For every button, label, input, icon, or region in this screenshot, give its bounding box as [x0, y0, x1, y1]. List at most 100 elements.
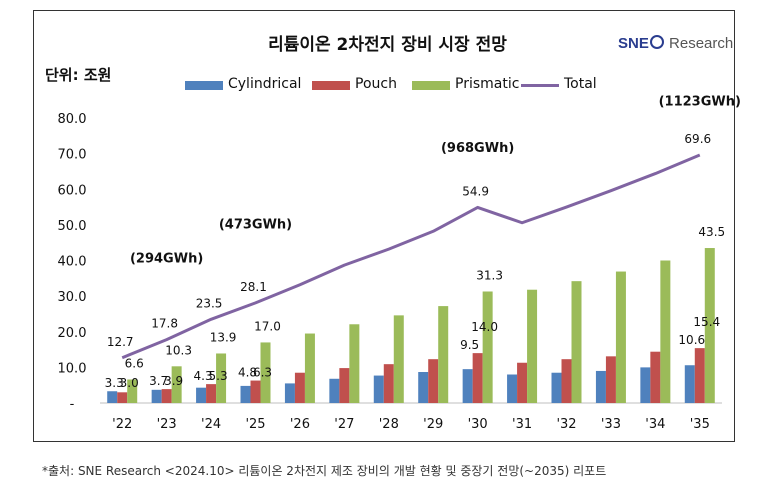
bar-cylindrical: [240, 385, 251, 403]
bar-prismatic: [393, 315, 404, 403]
legend-swatch-pouch: [312, 81, 350, 90]
data-label-total: 69.6: [684, 132, 711, 146]
y-tick-label: 60.0: [58, 183, 87, 198]
bar-cylindrical: [196, 387, 207, 403]
data-label-pouch: 14.0: [471, 320, 498, 334]
sne-research-logo: SNE Research: [618, 35, 733, 52]
logo-ring-icon: [649, 35, 664, 49]
bar-pouch: [161, 389, 172, 403]
bar-cylindrical: [507, 374, 518, 403]
bar-cylindrical: [684, 365, 695, 403]
y-tick-label: 50.0: [58, 219, 87, 234]
legend-label-pouch: Pouch: [355, 76, 397, 92]
data-label-total: 23.5: [196, 296, 223, 310]
bar-cylindrical: [418, 372, 429, 403]
data-label-cylindrical: 3.7: [149, 374, 168, 388]
data-label-cylindrical: 9.5: [460, 338, 479, 352]
y-tick-label: 80.0: [58, 112, 87, 127]
data-label-pouch: 6.3: [253, 366, 272, 380]
data-label-cylindrical: 3.3: [105, 376, 124, 390]
x-tick-label: '30: [468, 417, 488, 432]
bar-cylindrical: [284, 383, 295, 403]
bar-pouch: [339, 368, 350, 403]
bar-pouch: [694, 348, 705, 403]
bar-pouch: [383, 364, 394, 403]
y-tick-label: 30.0: [58, 290, 87, 305]
x-tick-label: '31: [512, 417, 532, 432]
bar-pouch: [472, 353, 483, 403]
bar-cylindrical: [462, 369, 473, 403]
bar-prismatic: [615, 271, 626, 403]
x-tick-label: '23: [157, 417, 177, 432]
data-label-cylindrical: 4.3: [194, 369, 213, 383]
capacity-annotation: (473GWh): [219, 217, 292, 232]
legend-label-prismatic: Prismatic: [455, 76, 520, 92]
bar-cylindrical: [551, 372, 562, 403]
y-tick-label: 20.0: [58, 326, 87, 341]
logo-brand: SNE: [618, 35, 649, 52]
data-label-total: 54.9: [462, 184, 489, 198]
bar-cylindrical: [151, 389, 162, 403]
y-tick-label: 40.0: [58, 255, 87, 270]
data-label-total: 12.7: [107, 335, 134, 349]
x-tick-label: '29: [423, 417, 443, 432]
data-label-pouch: 3.0: [120, 376, 139, 390]
bar-pouch: [605, 356, 616, 403]
bar-cylindrical: [640, 367, 651, 403]
bar-pouch: [250, 380, 261, 403]
bar-prismatic: [260, 342, 271, 403]
data-label-prismatic: 13.9: [210, 330, 237, 344]
bar-prismatic: [704, 248, 715, 403]
bar-cylindrical: [107, 391, 118, 403]
capacity-annotation: (1123GWh): [659, 95, 741, 110]
data-label-pouch: 15.4: [693, 315, 720, 329]
bar-pouch: [561, 359, 572, 403]
bar-pouch: [206, 384, 217, 403]
data-label-total: 17.8: [151, 317, 178, 331]
legend-label-total: Total: [564, 76, 597, 92]
data-label-prismatic: 17.0: [254, 319, 281, 333]
source-footer: *출처: SNE Research <2024.10> 리튬이온 2차전지 제조…: [42, 464, 607, 478]
x-tick-label: '35: [690, 417, 710, 432]
x-tick-label: '32: [556, 417, 576, 432]
bar-prismatic: [527, 289, 538, 403]
bar-prismatic: [304, 333, 315, 403]
data-label-cylindrical: 4.8: [238, 366, 257, 380]
legend-label-cylindrical: Cylindrical: [228, 76, 302, 92]
y-tick-label: 70.0: [58, 148, 87, 163]
x-tick-label: '26: [290, 417, 310, 432]
data-label-pouch: 5.3: [209, 369, 228, 383]
logo-suffix: Research: [669, 35, 734, 52]
legend-swatch-prismatic: [412, 81, 450, 90]
x-tick-label: '22: [112, 417, 132, 432]
bar-prismatic: [216, 353, 227, 403]
x-tick-label: '34: [645, 417, 665, 432]
bar-pouch: [517, 362, 528, 403]
unit-label: 단위: 조원: [45, 66, 112, 84]
bar-cylindrical: [373, 375, 384, 403]
bar-pouch: [650, 351, 661, 403]
y-tick-label: 10.0: [58, 361, 87, 376]
x-tick-label: '28: [379, 417, 399, 432]
bar-prismatic: [171, 366, 182, 403]
data-label-prismatic: 31.3: [476, 268, 503, 282]
x-tick-label: '24: [201, 417, 221, 432]
data-label-prismatic: 6.6: [125, 356, 144, 370]
bar-cylindrical: [329, 378, 340, 403]
bar-pouch: [294, 372, 305, 403]
data-label-prismatic: 10.3: [165, 343, 192, 357]
bar-pouch: [117, 392, 128, 403]
legend-swatch-cylindrical: [185, 81, 223, 90]
bar-prismatic: [438, 306, 449, 403]
legend-line-total: [521, 84, 559, 87]
chart-title: 리튬이온 2차전지 장비 시장 전망: [268, 35, 507, 55]
bar-prismatic: [660, 260, 671, 403]
data-label-pouch: 3.9: [164, 374, 183, 388]
bar-pouch: [428, 359, 439, 403]
bar-cylindrical: [595, 370, 606, 403]
x-tick-label: '25: [245, 417, 265, 432]
total-line: [121, 153, 701, 360]
x-tick-label: '27: [334, 417, 354, 432]
bar-prismatic: [482, 291, 493, 403]
